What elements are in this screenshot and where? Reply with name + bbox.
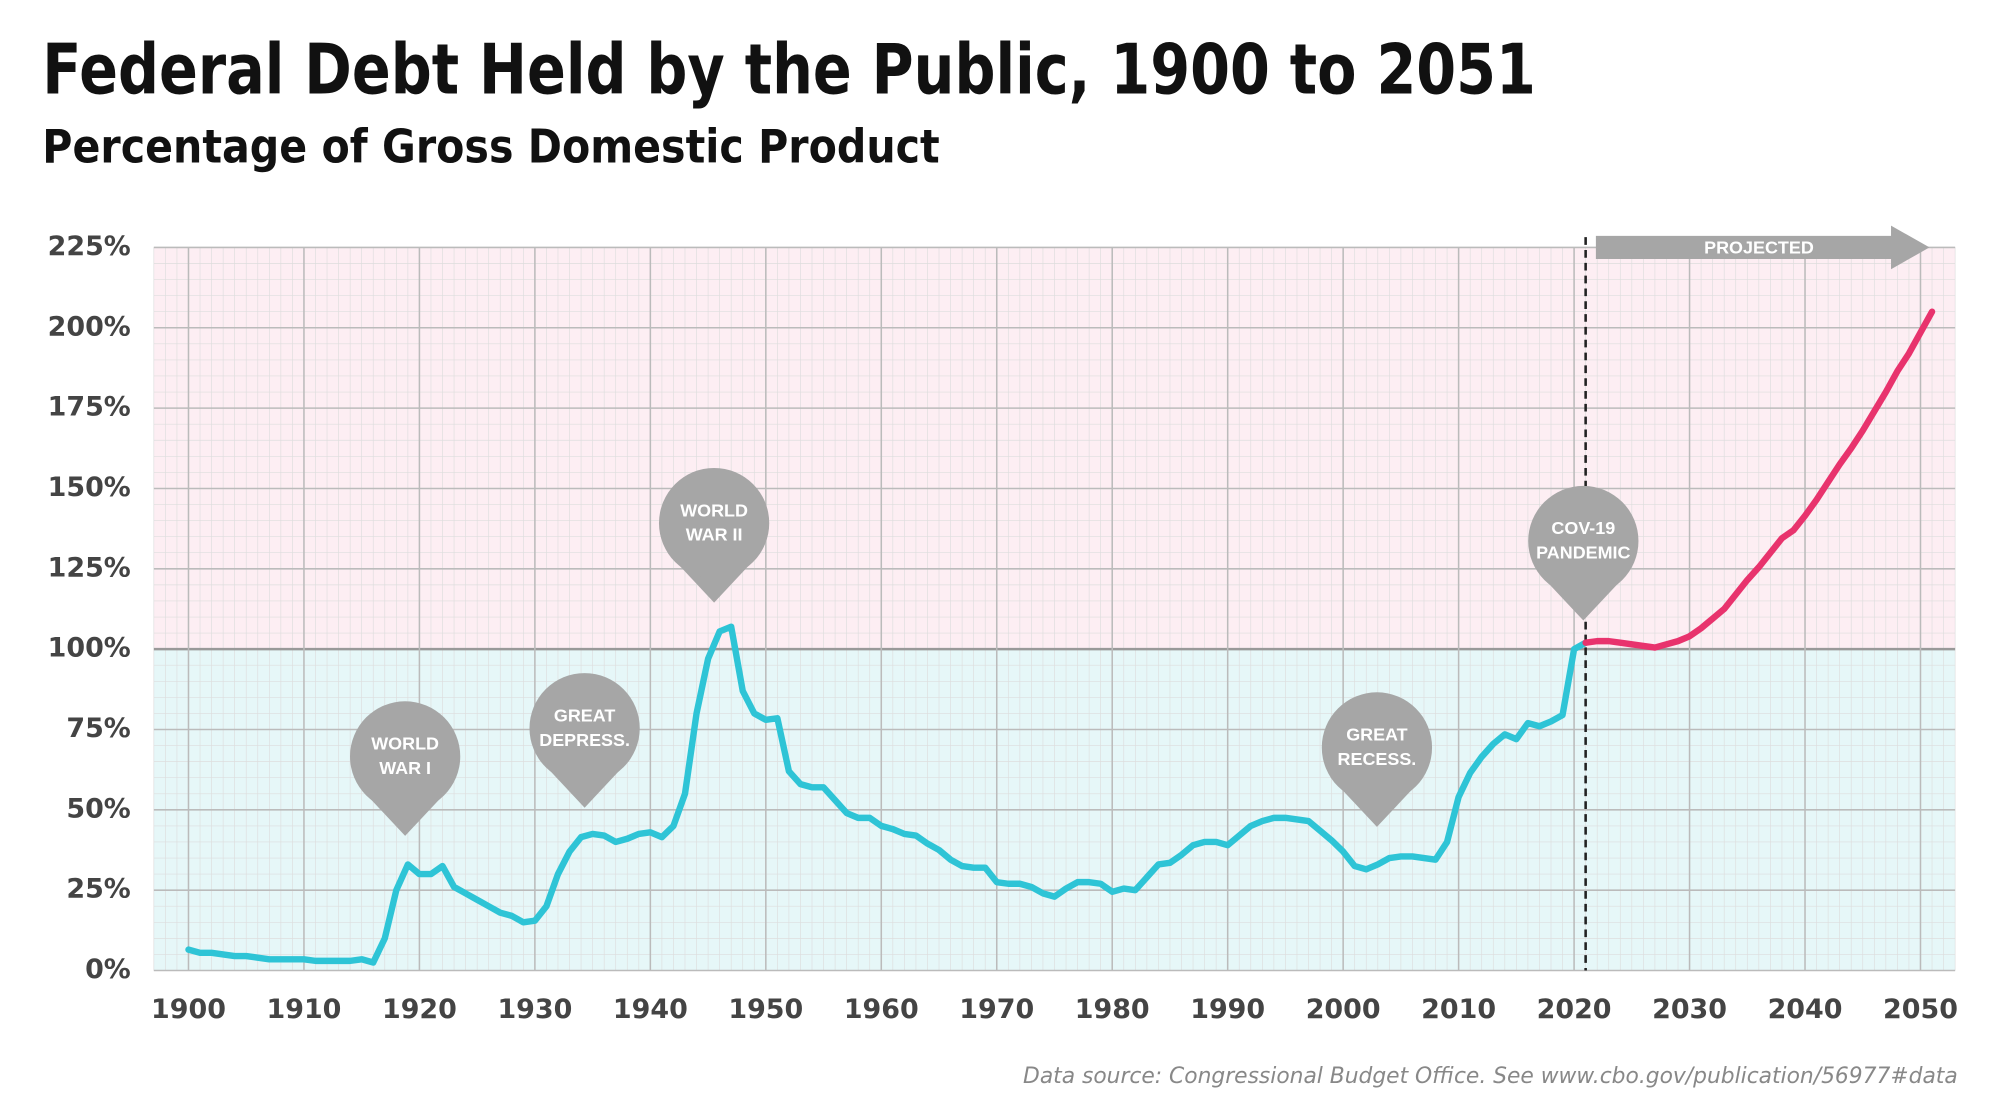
- annotation-label: WAR II: [686, 525, 743, 545]
- annotation-label: RECESS.: [1338, 749, 1417, 769]
- x-tick-label: 1980: [1075, 994, 1150, 1025]
- y-tick-label: 100%: [48, 633, 131, 664]
- x-tick-label: 2000: [1306, 994, 1381, 1025]
- x-tick-label: 2010: [1421, 994, 1496, 1025]
- chart-title: Federal Debt Held by the Public, 1900 to…: [42, 30, 1536, 110]
- y-tick-label: 225%: [48, 231, 131, 262]
- series-line: [1582, 308, 1936, 651]
- y-tick-label: 150%: [48, 472, 131, 503]
- projection-arrow: [1595, 225, 1930, 270]
- x-tick-label: 1970: [959, 994, 1034, 1025]
- annotation-pin: [350, 701, 461, 812]
- chart-subtitle: Percentage of Gross Domestic Product: [42, 120, 939, 174]
- annotation-label: PANDEMIC: [1536, 543, 1630, 563]
- projection-label: PROJECTED: [1704, 237, 1814, 257]
- annotation-label: DEPRESS.: [539, 730, 630, 750]
- x-tick-label: 1920: [382, 994, 457, 1025]
- source-note: Data source: Congressional Budget Office…: [1023, 1064, 1958, 1089]
- annotation-pin: [529, 673, 640, 784]
- x-tick-label: 1960: [844, 994, 919, 1025]
- y-tick-label: 50%: [66, 793, 130, 824]
- y-tick-label: 0%: [85, 954, 131, 985]
- annotation-label: GREAT: [554, 705, 615, 725]
- x-tick-label: 2020: [1537, 994, 1612, 1025]
- annotation-pin: [1321, 692, 1433, 803]
- y-tick-label: 75%: [66, 713, 130, 744]
- y-tick-label: 25%: [66, 874, 130, 905]
- annotation-label: WORLD: [680, 500, 748, 520]
- annotation-pin: [658, 467, 770, 579]
- annotation-label: GREAT: [1346, 725, 1407, 745]
- annotation-label: WORLD: [371, 734, 439, 754]
- x-tick-label: 1910: [267, 994, 342, 1025]
- x-tick-label: 2040: [1768, 994, 1843, 1025]
- x-tick-label: 1990: [1190, 994, 1265, 1025]
- x-tick-label: 1940: [613, 994, 688, 1025]
- y-tick-label: 175%: [48, 392, 131, 423]
- annotation-label: WAR I: [379, 758, 431, 778]
- x-tick-label: 1950: [728, 994, 803, 1025]
- series-line: [185, 623, 1589, 966]
- y-tick-label: 200%: [48, 311, 131, 342]
- x-tick-label: 1900: [151, 994, 226, 1025]
- annotation-pin: [1528, 485, 1639, 597]
- x-tick-label: 2030: [1652, 994, 1727, 1025]
- y-tick-label: 125%: [48, 552, 131, 583]
- x-tick-label: 1930: [497, 994, 572, 1025]
- annotation-label: COV-19: [1551, 518, 1615, 538]
- x-tick-label: 2050: [1883, 994, 1958, 1025]
